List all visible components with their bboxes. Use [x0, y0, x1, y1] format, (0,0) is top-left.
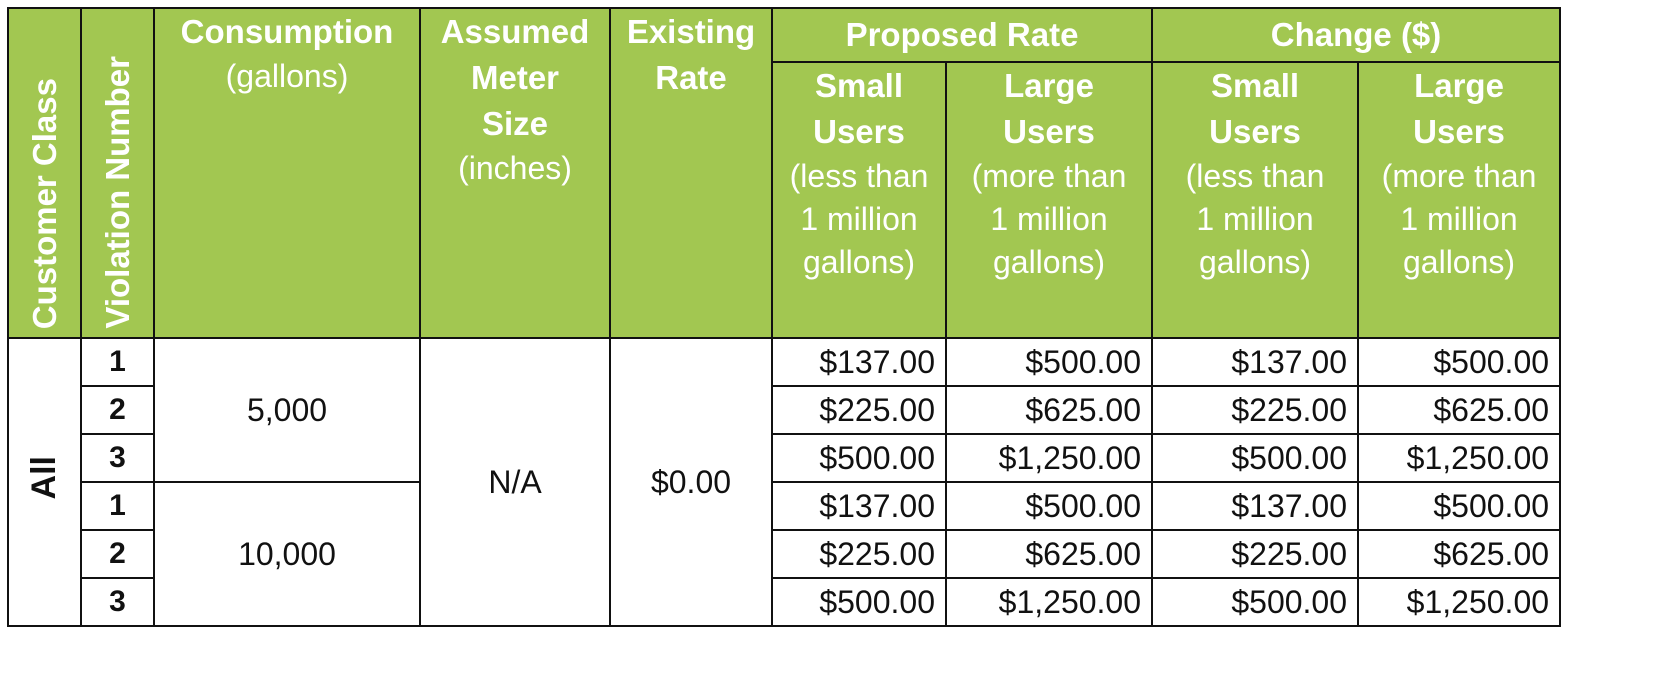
change-small-cell: $500.00 [1151, 433, 1360, 483]
proposed-rate-header: Proposed Rate [770, 7, 1154, 63]
violation-number-cell: 1 [80, 481, 155, 531]
consumption-cell: 5,000 [153, 337, 421, 483]
violation-number-header: Violation Number [80, 7, 155, 339]
change-small-cell: $225.00 [1151, 385, 1360, 435]
change-large-cell: $500.00 [1357, 337, 1562, 387]
change-small-cell: $500.00 [1151, 577, 1360, 627]
proposed-large-cell: $625.00 [944, 385, 1154, 435]
proposed-large-cell: $500.00 [944, 337, 1154, 387]
proposed-small-cell: $137.00 [771, 337, 947, 387]
proposed-large-cell: $1,250.00 [944, 577, 1154, 627]
change-large-cell: $1,250.00 [1357, 577, 1562, 627]
change-small-cell: $225.00 [1151, 529, 1360, 579]
table-row: 2 $225.00 $625.00 $225.00 $625.00 [8, 385, 1562, 435]
violation-number-cell: 3 [80, 577, 155, 627]
rate-table: Customer Class Violation Number Consumpt… [7, 7, 1562, 627]
meter-size-header: Assumed Meter Size (inches) [419, 7, 611, 339]
change-small-cell: $137.00 [1151, 337, 1360, 387]
violation-number-cell: 3 [80, 433, 155, 483]
change-large-cell: $1,250.00 [1357, 433, 1562, 483]
change-large-cell: $500.00 [1357, 481, 1562, 531]
violation-number-cell: 2 [80, 385, 155, 435]
consumption-cell: 10,000 [153, 481, 421, 627]
table-row: All 1 5,000 N/A $0.00 $137.00 $500.00 $1… [7, 337, 1562, 627]
change-large-users-header: Large Users (more than 1 million gallons… [1357, 61, 1562, 339]
proposed-large-cell: $625.00 [944, 529, 1154, 579]
change-small-cell: $137.00 [1151, 481, 1360, 531]
proposed-large-cell: $1,250.00 [944, 433, 1154, 483]
proposed-large-users-header: Large Users (more than 1 million gallons… [944, 61, 1154, 339]
table-row: 1 10,000 $137.00 $500.00 $137.00 $500.00 [8, 481, 1562, 627]
violation-number-cell: 2 [80, 529, 155, 579]
proposed-small-cell: $137.00 [771, 481, 947, 531]
table-row: 3 $500.00 $1,250.00 $500.00 $1,250.00 [8, 577, 1562, 627]
change-large-cell: $625.00 [1357, 385, 1562, 435]
proposed-small-cell: $225.00 [771, 529, 947, 579]
proposed-small-cell: $500.00 [771, 577, 947, 627]
proposed-large-cell: $500.00 [944, 481, 1154, 531]
proposed-small-users-header: Small Users (less than 1 million gallons… [771, 61, 947, 339]
meter-size-cell: N/A [419, 337, 611, 627]
table-row: 2 $225.00 $625.00 $225.00 $625.00 [8, 529, 1562, 579]
proposed-small-cell: $225.00 [771, 385, 947, 435]
consumption-header: Consumption (gallons) [153, 7, 421, 339]
existing-rate-header: Existing Rate [609, 7, 773, 339]
table-row: 3 $500.00 $1,250.00 $500.00 $1,250.00 [8, 433, 1562, 483]
change-small-users-header: Small Users (less than 1 million gallons… [1151, 61, 1360, 339]
violation-number-cell: 1 [80, 337, 155, 387]
existing-rate-cell: $0.00 [609, 337, 773, 627]
change-header: Change ($) [1151, 7, 1562, 63]
proposed-small-cell: $500.00 [771, 433, 947, 483]
customer-class-cell: All [7, 337, 82, 627]
change-large-cell: $625.00 [1357, 529, 1562, 579]
customer-class-header: Customer Class [7, 7, 82, 339]
